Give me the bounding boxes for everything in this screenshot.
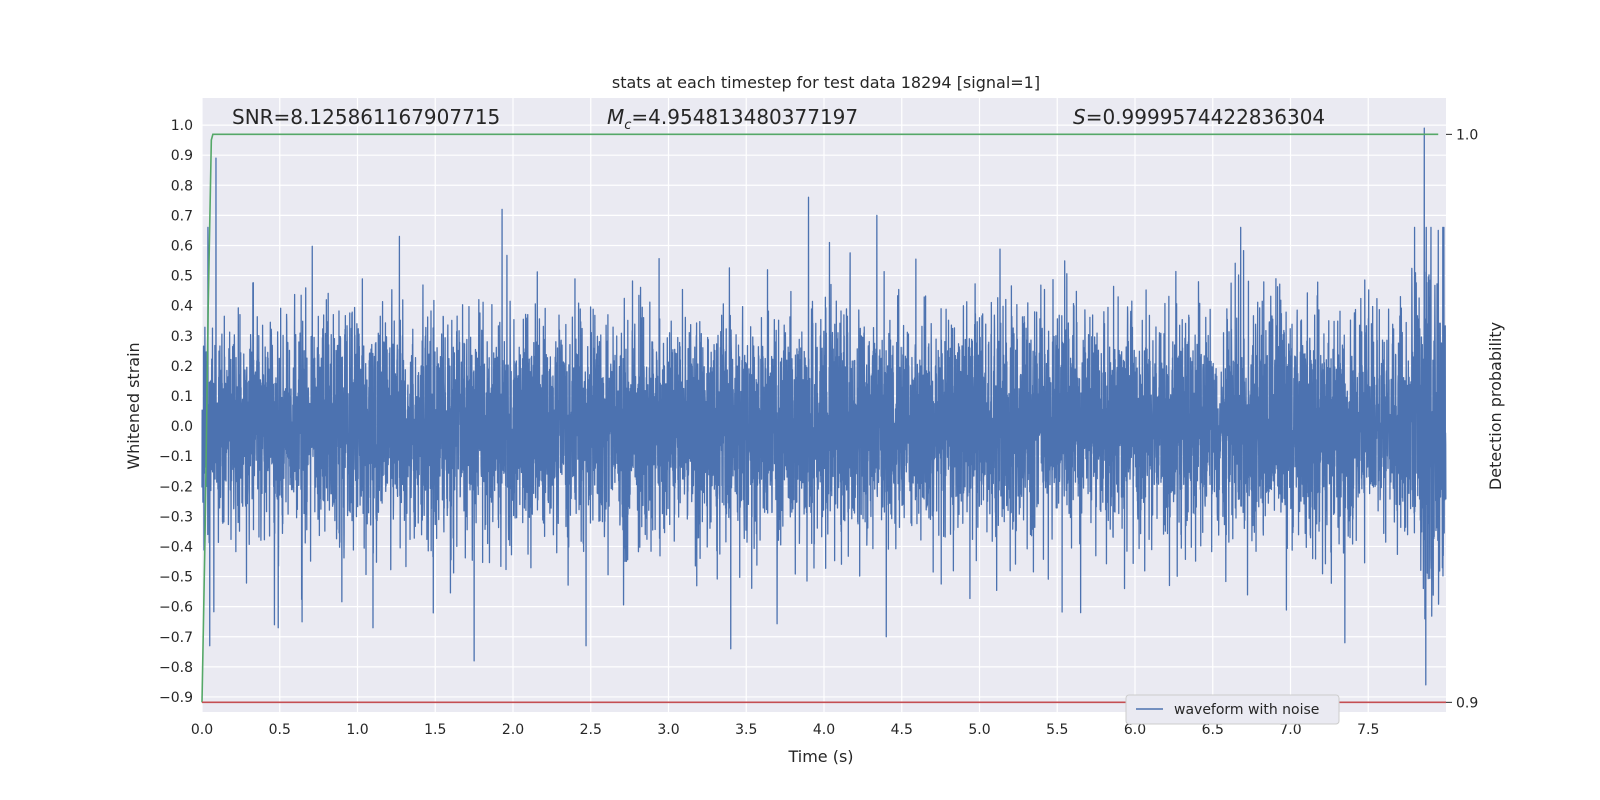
x-tick-label: 3.5 [735,722,757,738]
x-tick-label: 2.0 [502,722,524,738]
x-tick-label: 0.0 [191,722,213,738]
y-tick-label: −0.1 [159,449,193,465]
x-tick-label: 1.0 [346,722,368,738]
y2-tick-label: 1.0 [1456,127,1478,143]
y-tick-label: −0.5 [159,570,193,586]
y-tick-label: 0.5 [171,269,193,285]
chirp-mass-annotation: Mc=4.954813480377197 [607,105,858,133]
x-tick-label: 4.0 [813,722,835,738]
probability-annotation: S=0.9999574422836304 [1073,105,1325,129]
x-tick-label: 0.5 [269,722,291,738]
y-tick-label: 0.8 [171,178,193,194]
y-tick-label: −0.9 [159,690,193,706]
y-tick-label: −0.2 [159,479,193,495]
y-tick-label: 1.0 [171,118,193,134]
y-tick-label: 0.0 [171,419,193,435]
x-tick-label: 5.5 [1046,722,1068,738]
y2-axis-label: Detection probability [1486,322,1505,490]
series-detection-probability [201,133,1439,703]
y-tick-label: 0.4 [171,299,193,315]
chart-title: stats at each timestep for test data 182… [612,73,1040,92]
legend: waveform with noise [1125,694,1340,725]
y-tick-label: −0.8 [159,660,193,676]
probability-value: =0.9999574422836304 [1086,105,1325,129]
x-tick-label: 5.0 [968,722,990,738]
snr-annotation: SNR=8.125861167907715 [232,105,500,129]
y-tick-label: 0.1 [171,389,193,405]
x-tick-label: 1.5 [424,722,446,738]
ticks: 0.0 0.5 1.0 1.5 2.0 2.5 3.0 3.5 4.0 4.5 5.0 5.5 6.0 6… [159,118,1478,738]
y-axis-label: Whitened strain [124,342,143,469]
x-tick-label: 4.5 [891,722,913,738]
y-tick-label: 0.2 [171,359,193,375]
y-tick-label: 0.7 [171,208,193,224]
x-tick-label: 6.0 [1124,722,1146,738]
y-tick-label: −0.3 [159,509,193,525]
y-tick-label: −0.6 [159,600,193,616]
y-tick-label: 0.9 [171,148,193,164]
x-tick-label: 7.0 [1279,722,1301,738]
x-tick-label: 6.5 [1202,722,1224,738]
chirp-mass-symbol: M [607,105,624,129]
x-axis-label: Time (s) [787,747,853,766]
legend-label-waveform: waveform with noise [1174,702,1319,718]
chirp-mass-subscript: c [624,118,631,133]
y-tick-label: −0.7 [159,630,193,646]
legend-box [1125,694,1340,725]
chirp-mass-value: =4.954813480377197 [631,105,858,129]
y2-tick-label: 0.9 [1456,695,1478,711]
y-tick-label: 0.3 [171,329,193,345]
x-tick-label: 2.5 [580,722,602,738]
x-tick-label: 7.5 [1357,722,1379,738]
y-tick-label: 0.6 [171,238,193,254]
probability-symbol: S [1073,105,1086,129]
y-tick-label: −0.4 [159,539,193,555]
series-waveform-with-noise [201,127,1447,686]
x-tick-label: 3.0 [657,722,679,738]
